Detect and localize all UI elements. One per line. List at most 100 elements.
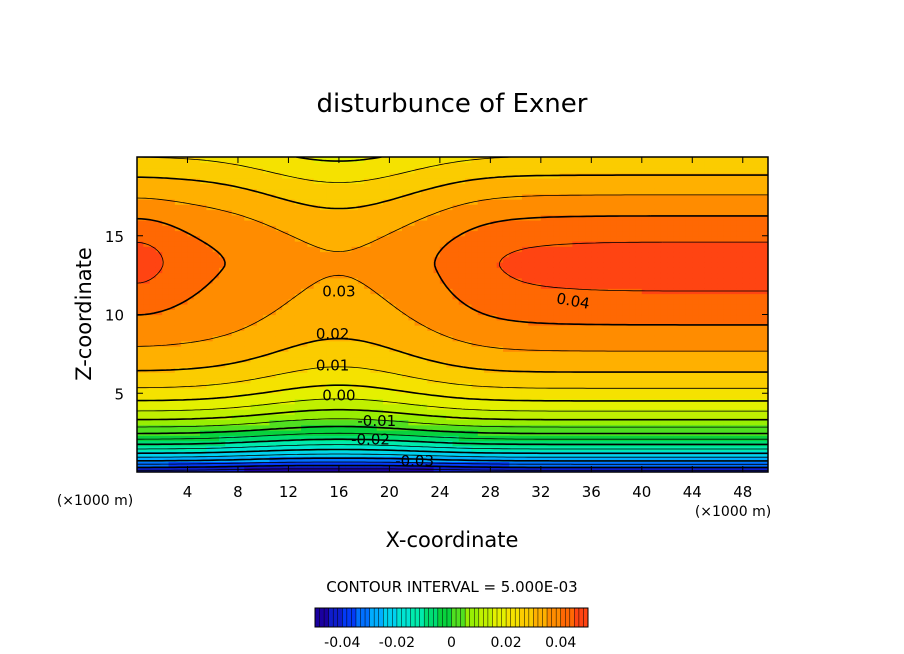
field-cell <box>654 251 662 258</box>
field-cell <box>244 251 252 258</box>
field-cell <box>376 440 384 447</box>
field-cell <box>654 367 662 373</box>
field-cell <box>231 445 239 452</box>
field-cell <box>256 461 264 468</box>
field-cell <box>319 367 327 373</box>
field-cell <box>307 445 315 452</box>
field-cell <box>282 288 290 295</box>
field-cell <box>250 272 258 279</box>
field-cell <box>603 335 611 342</box>
field-cell <box>502 393 510 400</box>
field-cell <box>496 246 504 253</box>
field-cell <box>193 325 201 331</box>
field-cell <box>515 288 523 295</box>
field-cell <box>490 372 498 379</box>
field-cell <box>212 288 220 295</box>
field-cell <box>256 309 264 316</box>
field-cell <box>181 304 189 310</box>
field-cell <box>193 419 201 426</box>
field-cell <box>376 304 384 310</box>
field-cell <box>389 340 397 347</box>
field-cell <box>307 372 315 379</box>
field-cell <box>338 157 346 163</box>
field-cell <box>597 251 605 258</box>
field-cell <box>490 325 498 331</box>
field-cell <box>149 330 157 337</box>
field-cell <box>237 183 245 190</box>
field-cell <box>162 178 170 184</box>
field-cell <box>439 398 447 405</box>
field-cell <box>540 388 548 394</box>
field-cell <box>402 361 409 368</box>
field-cell <box>168 298 176 305</box>
field-cell <box>648 377 656 384</box>
field-cell <box>622 309 630 316</box>
field-cell <box>465 346 473 352</box>
field-cell <box>143 251 151 258</box>
field-cell <box>420 251 428 258</box>
field-cell <box>629 456 637 463</box>
field-cell <box>578 225 586 232</box>
field-cell <box>301 230 308 237</box>
field-cell <box>496 241 504 247</box>
field-cell <box>629 183 637 190</box>
field-cell <box>484 230 491 237</box>
field-cell <box>439 451 447 457</box>
field-cell <box>509 377 517 384</box>
field-cell <box>427 424 435 431</box>
field-cell <box>654 220 662 226</box>
field-cell <box>357 172 365 179</box>
field-cell <box>319 272 327 279</box>
field-cell <box>282 314 290 321</box>
field-cell <box>231 430 239 436</box>
field-cell <box>641 435 649 442</box>
field-cell <box>446 409 454 415</box>
field-cell <box>357 445 365 452</box>
field-cell <box>610 193 618 200</box>
field-cell <box>446 335 454 342</box>
field-cell <box>269 272 277 279</box>
field-cell <box>326 209 334 216</box>
field-cell <box>471 172 479 179</box>
field-cell <box>534 241 542 247</box>
field-cell <box>294 356 302 363</box>
field-cell <box>301 335 308 342</box>
field-cell <box>219 314 226 321</box>
field-cell <box>332 193 340 200</box>
field-cell <box>635 251 643 258</box>
field-cell <box>206 325 214 331</box>
field-cell <box>187 298 195 305</box>
field-cell <box>420 367 428 373</box>
field-cell <box>301 204 308 211</box>
field-cell <box>187 419 195 426</box>
field-cell <box>509 356 517 363</box>
field-cell <box>383 204 390 211</box>
field-cell <box>635 209 643 216</box>
field-cell <box>282 309 290 316</box>
field-cell <box>408 356 416 363</box>
field-cell <box>622 235 630 242</box>
field-cell <box>168 235 176 242</box>
field-cell <box>477 230 485 237</box>
field-cell <box>357 388 365 394</box>
field-cell <box>149 209 157 216</box>
field-cell <box>439 403 447 410</box>
field-cell <box>237 461 245 468</box>
field-cell <box>357 272 365 279</box>
field-cell <box>509 372 517 379</box>
field-cell <box>465 225 473 232</box>
field-cell <box>578 456 586 463</box>
field-cell <box>288 235 296 242</box>
field-cell <box>572 157 580 163</box>
field-cell <box>591 403 599 410</box>
field-cell <box>250 199 258 205</box>
field-cell <box>212 393 220 400</box>
field-cell <box>162 199 170 205</box>
field-cell <box>427 272 435 279</box>
field-cell <box>282 235 290 242</box>
field-cell <box>345 262 353 268</box>
field-cell <box>439 335 447 342</box>
field-cell <box>446 241 454 247</box>
field-cell <box>433 309 441 316</box>
field-cell <box>275 246 283 253</box>
